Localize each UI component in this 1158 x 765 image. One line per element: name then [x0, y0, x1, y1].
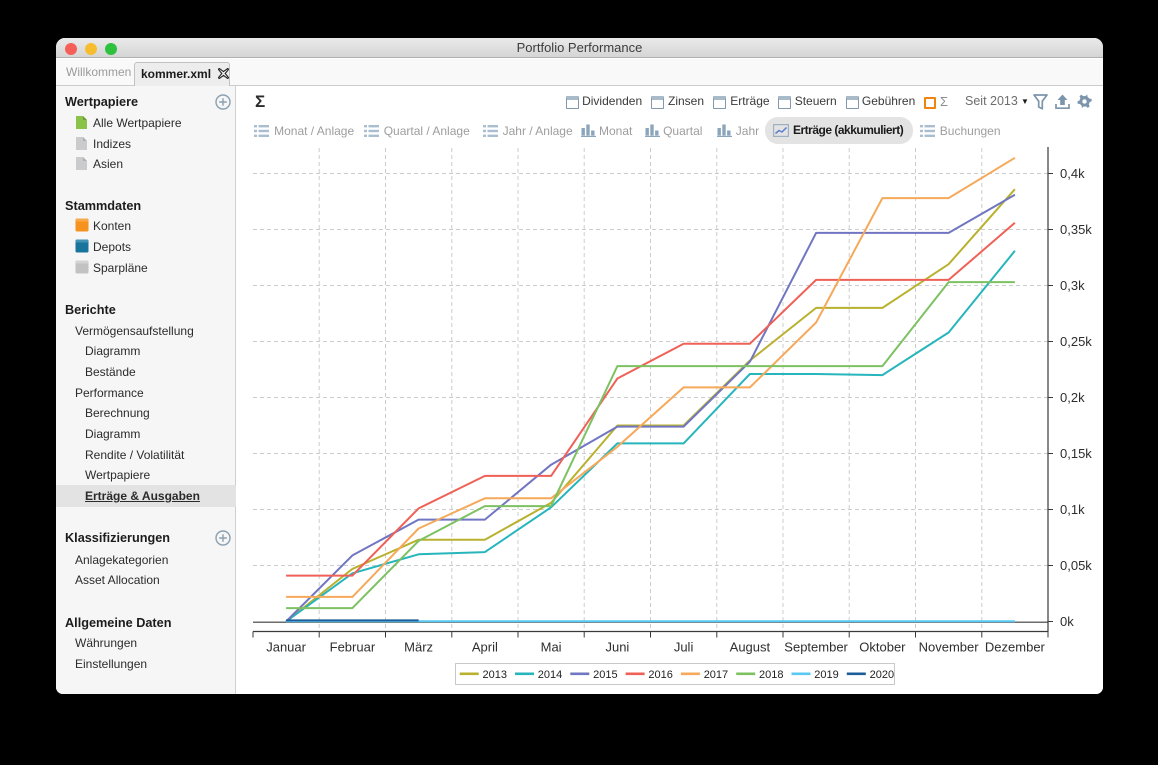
svg-text:0,25k: 0,25k — [1060, 334, 1092, 349]
svg-text:2020: 2020 — [870, 669, 894, 681]
svg-text:2019: 2019 — [814, 669, 838, 681]
svg-text:2018: 2018 — [759, 669, 783, 681]
svg-text:2017: 2017 — [704, 669, 728, 681]
svg-text:0,15k: 0,15k — [1060, 446, 1092, 461]
svg-text:April: April — [472, 640, 498, 655]
svg-text:2013: 2013 — [483, 669, 507, 681]
svg-text:März: März — [404, 640, 433, 655]
svg-text:0,4k: 0,4k — [1060, 166, 1085, 181]
svg-text:0,2k: 0,2k — [1060, 390, 1085, 405]
svg-text:0,05k: 0,05k — [1060, 558, 1092, 573]
svg-text:Juni: Juni — [605, 640, 629, 655]
svg-text:2016: 2016 — [648, 669, 672, 681]
svg-text:Dezember: Dezember — [985, 640, 1046, 655]
svg-text:August: August — [730, 640, 771, 655]
svg-text:Januar: Januar — [266, 640, 306, 655]
svg-text:0,35k: 0,35k — [1060, 222, 1092, 237]
svg-text:Mai: Mai — [541, 640, 562, 655]
svg-text:November: November — [919, 640, 980, 655]
svg-text:0k: 0k — [1060, 614, 1074, 629]
svg-text:2014: 2014 — [538, 669, 562, 681]
svg-text:September: September — [784, 640, 848, 655]
svg-text:Juli: Juli — [674, 640, 694, 655]
svg-text:0,3k: 0,3k — [1060, 278, 1085, 293]
svg-text:0,1k: 0,1k — [1060, 502, 1085, 517]
svg-text:Februar: Februar — [330, 640, 376, 655]
svg-text:2015: 2015 — [593, 669, 617, 681]
svg-text:Oktober: Oktober — [859, 640, 906, 655]
